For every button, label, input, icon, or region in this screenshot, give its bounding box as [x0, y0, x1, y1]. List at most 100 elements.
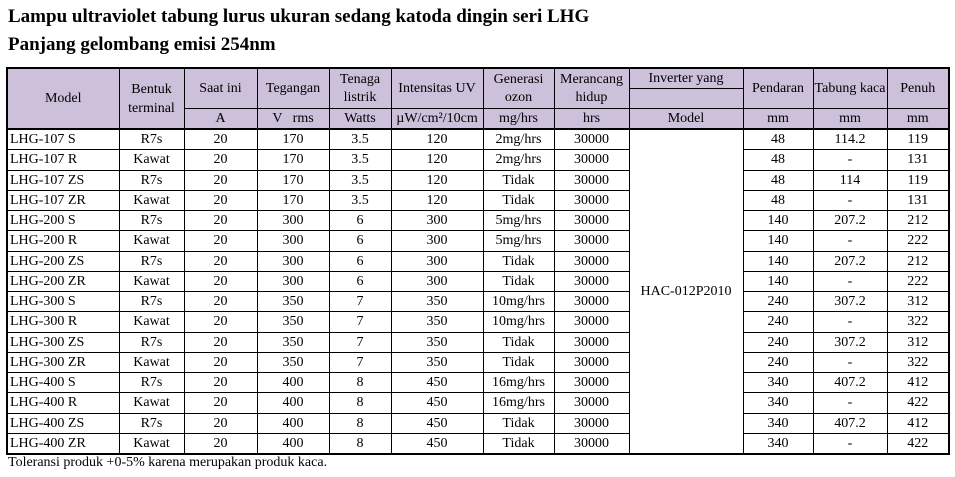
table-row: LHG-300 S R7s 20 350 7 350 10mg/hrs 30000 240 307… — [6, 290, 950, 313]
cell-terminal: R7s — [118, 169, 185, 191]
cell-full: 131 — [886, 189, 950, 212]
cell-tube: - — [812, 230, 888, 252]
cell-uv: 450 — [390, 371, 484, 394]
unit-ozone: mg/hrs — [482, 108, 555, 130]
cell-glow: 340 — [742, 371, 814, 394]
cell-voltage: 350 — [256, 351, 330, 374]
cell-model: LHG-107 ZR — [6, 189, 120, 212]
cell-full: 119 — [886, 169, 950, 191]
cell-model: LHG-107 R — [6, 149, 120, 171]
cell-model: LHG-200 ZS — [6, 250, 120, 272]
cell-life: 30000 — [553, 209, 630, 232]
cell-model: LHG-400 ZR — [6, 432, 120, 455]
cell-terminal: Kawat — [118, 432, 185, 455]
cell-tube: 114 — [812, 169, 888, 191]
cell-power: 7 — [328, 311, 392, 333]
header-inverter: Inverter yang — [628, 67, 744, 89]
cell-current: 20 — [183, 311, 258, 333]
cell-tube: 407.2 — [812, 412, 888, 434]
cell-tube: 407.2 — [812, 371, 888, 394]
cell-current: 20 — [183, 392, 258, 414]
cell-full: 212 — [886, 209, 950, 232]
cell-current: 20 — [183, 189, 258, 212]
cell-power: 6 — [328, 209, 392, 232]
cell-glow: 140 — [742, 270, 814, 293]
cell-model: LHG-300 ZR — [6, 351, 120, 374]
cell-glow: 140 — [742, 250, 814, 272]
cell-full: 119 — [886, 128, 950, 151]
cell-full: 222 — [886, 270, 950, 293]
table-row: LHG-400 S R7s 20 400 8 450 16mg/hrs 30000 340 407… — [6, 371, 950, 394]
cell-uv: 350 — [390, 311, 484, 333]
cell-current: 20 — [183, 169, 258, 191]
cell-glow: 240 — [742, 331, 814, 353]
cell-life: 30000 — [553, 230, 630, 252]
cell-current: 20 — [183, 128, 258, 151]
cell-full: 422 — [886, 432, 950, 455]
cell-ozone: 16mg/hrs — [482, 392, 555, 414]
cell-tube: 307.2 — [812, 290, 888, 313]
table-row: LHG-107 ZR Kawat 20 170 3.5 120 Tidak 30000 48-1… — [6, 189, 950, 212]
cell-uv: 350 — [390, 290, 484, 313]
header-terminal: Bentuk terminal — [118, 67, 185, 130]
cell-voltage: 300 — [256, 209, 330, 232]
cell-ozone: Tidak — [482, 432, 555, 455]
title-line-1: Lampu ultraviolet tabung lurus ukuran se… — [8, 6, 590, 27]
cell-model: LHG-300 R — [6, 311, 120, 333]
table-row: LHG-107 S R7s 20 170 3.5 120 2mg/hrs 30000 HAC-0… — [6, 128, 950, 455]
cell-uv: 450 — [390, 432, 484, 455]
header-tube: Tabung kaca — [812, 67, 888, 109]
cell-power: 3.5 — [328, 169, 392, 191]
cell-model: LHG-200 S — [6, 209, 120, 232]
cell-terminal: Kawat — [118, 311, 185, 333]
cell-glow: 340 — [742, 392, 814, 414]
cell-glow: 340 — [742, 432, 814, 455]
table-row: LHG-400 ZR Kawat 20 400 8 450 Tidak 30000 340-42… — [6, 432, 950, 455]
unit-life: hrs — [553, 108, 630, 130]
cell-model: LHG-400 R — [6, 392, 120, 414]
cell-terminal: R7s — [118, 331, 185, 353]
cell-tube: - — [812, 270, 888, 293]
cell-life: 30000 — [553, 250, 630, 272]
cell-full: 212 — [886, 250, 950, 272]
cell-uv: 300 — [390, 230, 484, 252]
cell-model: LHG-107 ZS — [6, 169, 120, 191]
cell-full: 131 — [886, 149, 950, 171]
cell-voltage: 400 — [256, 432, 330, 455]
table-row: LHG-400 R Kawat 20 400 8 450 16mg/hrs 30000 340-… — [6, 392, 950, 414]
cell-power: 8 — [328, 392, 392, 414]
cell-voltage: 350 — [256, 331, 330, 353]
cell-uv: 120 — [390, 149, 484, 171]
cell-uv: 300 — [390, 209, 484, 232]
cell-terminal: R7s — [118, 250, 185, 272]
cell-ozone: Tidak — [482, 270, 555, 293]
header-life: Merancang hidup — [553, 67, 630, 109]
cell-model: LHG-300 ZS — [6, 331, 120, 353]
cell-model: LHG-300 S — [6, 290, 120, 313]
cell-full: 322 — [886, 311, 950, 333]
cell-voltage: 300 — [256, 230, 330, 252]
cell-tube: - — [812, 392, 888, 414]
cell-life: 30000 — [553, 371, 630, 394]
cell-ozone: 10mg/hrs — [482, 290, 555, 313]
cell-power: 3.5 — [328, 149, 392, 171]
cell-tube: - — [812, 311, 888, 333]
cell-uv: 120 — [390, 169, 484, 191]
cell-power: 6 — [328, 230, 392, 252]
cell-ozone: 2mg/hrs — [482, 149, 555, 171]
header-inverter-blank — [628, 88, 744, 109]
cell-terminal: R7s — [118, 371, 185, 394]
cell-ozone: 5mg/hrs — [482, 230, 555, 252]
cell-current: 20 — [183, 149, 258, 171]
cell-ozone: 10mg/hrs — [482, 311, 555, 333]
cell-uv: 350 — [390, 351, 484, 374]
cell-glow: 140 — [742, 230, 814, 252]
cell-life: 30000 — [553, 290, 630, 313]
cell-voltage: 170 — [256, 149, 330, 171]
table-row: LHG-200 R Kawat 20 300 6 300 5mg/hrs 30000 140-2… — [6, 230, 950, 252]
cell-voltage: 300 — [256, 250, 330, 272]
unit-full: mm — [886, 108, 950, 130]
cell-uv: 350 — [390, 331, 484, 353]
unit-glow: mm — [742, 108, 814, 130]
cell-current: 20 — [183, 230, 258, 252]
